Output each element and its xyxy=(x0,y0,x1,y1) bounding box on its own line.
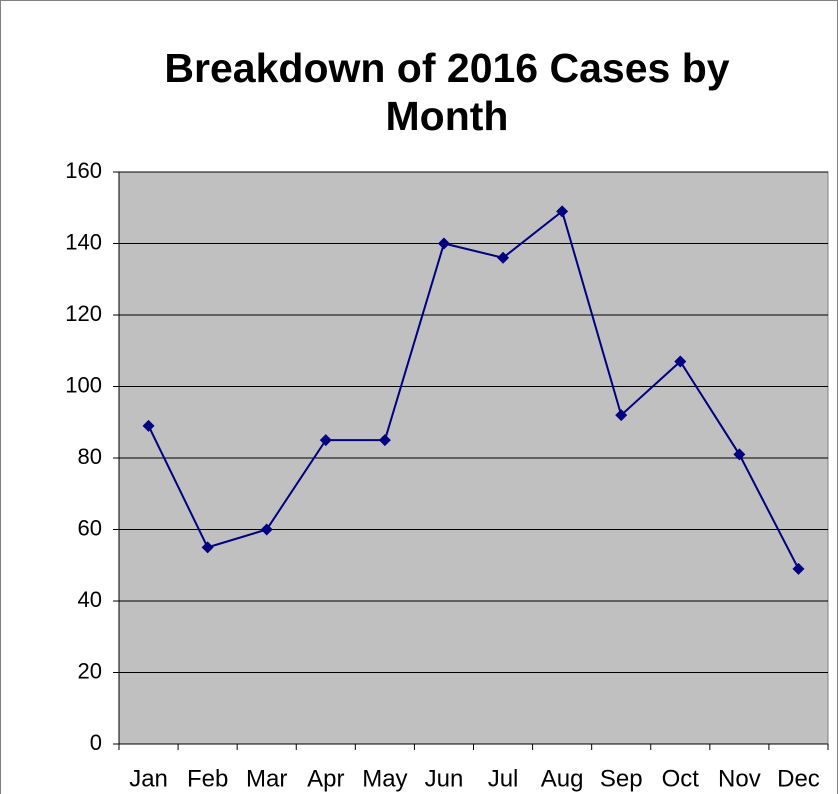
data-marker xyxy=(615,409,628,422)
y-tick-label: 140 xyxy=(65,229,102,254)
y-tick-label: 0 xyxy=(90,730,102,755)
data-marker xyxy=(497,251,510,264)
x-tick-label: Jul xyxy=(488,765,519,792)
y-tick-label: 120 xyxy=(65,301,102,326)
x-tick-label: Jun xyxy=(425,765,464,792)
x-tick-label: May xyxy=(362,765,407,792)
x-tick-label: Aug xyxy=(541,765,584,792)
x-tick-label: Nov xyxy=(718,765,761,792)
data-marker xyxy=(674,355,687,368)
y-tick-label: 20 xyxy=(78,658,102,683)
data-marker xyxy=(260,523,273,536)
x-tick-label: Oct xyxy=(662,765,700,792)
data-marker xyxy=(201,541,214,554)
data-marker xyxy=(733,448,746,461)
data-marker xyxy=(378,434,391,447)
data-marker xyxy=(319,434,332,447)
x-tick-label: Sep xyxy=(600,765,643,792)
chart-title: Breakdown of 2016 Cases by Month xyxy=(164,45,730,139)
data-line xyxy=(147,209,800,570)
data-marker xyxy=(437,237,450,250)
y-tick-label: 100 xyxy=(65,372,102,397)
y-tick-label: 60 xyxy=(78,515,102,540)
x-tick-label: Feb xyxy=(187,765,228,792)
y-tick-label: 160 xyxy=(65,158,102,183)
x-tick-label: Mar xyxy=(246,765,287,792)
x-tick-label: Jan xyxy=(129,765,168,792)
data-marker xyxy=(142,419,155,432)
x-tick-label: Dec xyxy=(777,765,820,792)
y-tick-label: 40 xyxy=(78,587,102,612)
data-marker xyxy=(792,562,805,575)
x-tick-label: Apr xyxy=(307,765,344,792)
y-tick-label: 80 xyxy=(78,444,102,469)
data-marker xyxy=(556,205,569,218)
